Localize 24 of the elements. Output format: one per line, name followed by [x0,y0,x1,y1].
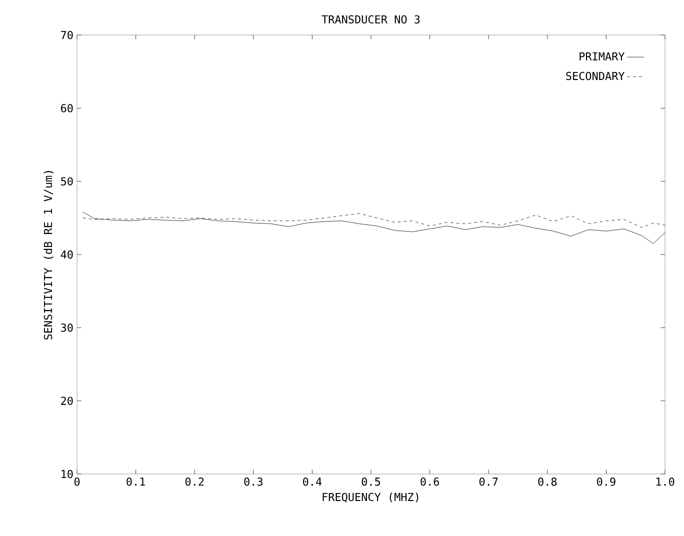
y-axis-title: SENSITIVITY (dB RE 1 V/um) [44,171,54,340]
x-tick-label: 0.4 [303,478,322,486]
chart-title: TRANSDUCER NO 3 [322,15,420,24]
y-tick-label: 40 [60,250,73,259]
y-tick-label: 70 [61,30,73,40]
legend-label: SECONDARY [566,72,625,80]
x-tick-label: 0.6 [420,478,439,486]
x-tick-label: 0.3 [244,478,262,486]
x-tick-label: 0.5 [362,478,380,486]
x-tick-label: 1.0 [656,478,674,486]
legend-label: PRIMARY [580,52,625,60]
x-tick-label: 0 [74,478,80,486]
x-tick-label: 0.1 [126,478,145,486]
x-tick-label: 0.9 [597,478,616,486]
y-tick-label: 60 [61,104,73,112]
x-tick-label: 0.2 [185,478,204,486]
x-tick-label: 0.8 [538,478,557,486]
x-axis-title: FREQUENCY (MHZ) [322,492,418,502]
y-tick-label: 30 [61,324,73,332]
y-tick-label: 10 [62,470,73,478]
x-tick-label: 0.7 [479,478,498,486]
y-tick-label: 20 [61,396,73,405]
line-series [82,212,666,244]
y-tick-label: 50 [61,177,73,186]
